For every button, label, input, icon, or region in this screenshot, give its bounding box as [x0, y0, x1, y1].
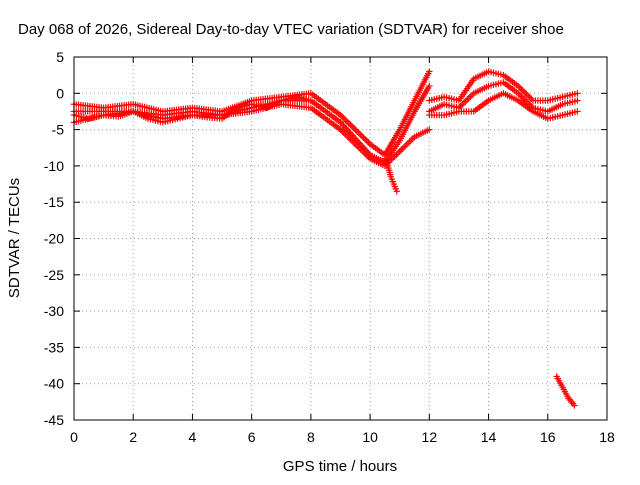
series-track-6: [426, 68, 581, 104]
data-point: [393, 188, 400, 195]
data-point: [571, 402, 578, 409]
y-tick-label: -35: [44, 339, 64, 355]
y-axis-label: SDTVAR / TECUs: [6, 178, 23, 298]
x-tick-label: 0: [70, 429, 78, 445]
ticks-layer: 0 2 4 6 8 10 12 14 16 18 5 0 -5 -10 -15 -20 -25 -30 -35 -40…: [44, 49, 615, 445]
y-tick-label: -30: [44, 303, 64, 319]
y-tick-label: -10: [44, 158, 64, 174]
x-axis-label: GPS time / hours: [283, 458, 397, 475]
x-tick-label: 12: [422, 429, 438, 445]
data-point: [574, 108, 581, 115]
data-point: [426, 82, 433, 90]
x-tick-label: 16: [540, 429, 556, 445]
data-point: [574, 90, 581, 97]
y-tick-label: -45: [44, 412, 64, 428]
x-tick-label: 8: [307, 429, 315, 445]
y-tick-label: -5: [52, 122, 65, 138]
x-tick-label: 14: [481, 429, 497, 445]
data-point: [307, 97, 315, 104]
series-track-7: [426, 79, 581, 115]
series-track-9: [553, 373, 578, 409]
y-tick-label: -40: [44, 376, 64, 392]
x-tick-label: 10: [362, 429, 378, 445]
y-tick-label: 5: [56, 49, 64, 65]
x-tick-label: 18: [599, 429, 615, 445]
x-tick-label: 6: [248, 429, 256, 445]
y-tick-label: -15: [44, 194, 64, 210]
x-tick-label: 4: [189, 429, 197, 445]
data-point: [426, 68, 433, 75]
x-tick-label: 2: [129, 429, 137, 445]
y-tick-label: -25: [44, 267, 64, 283]
chart-title: Day 068 of 2026, Sidereal Day-to-day VTE…: [18, 21, 564, 38]
series-track-8: [426, 90, 581, 122]
data-point: [574, 97, 581, 104]
y-tick-label: 0: [56, 85, 64, 101]
series-track-4: [70, 93, 315, 126]
y-tick-label: -20: [44, 231, 64, 247]
data-point: [426, 126, 433, 133]
series-track-5: [381, 155, 400, 195]
data-layer: [70, 68, 581, 409]
